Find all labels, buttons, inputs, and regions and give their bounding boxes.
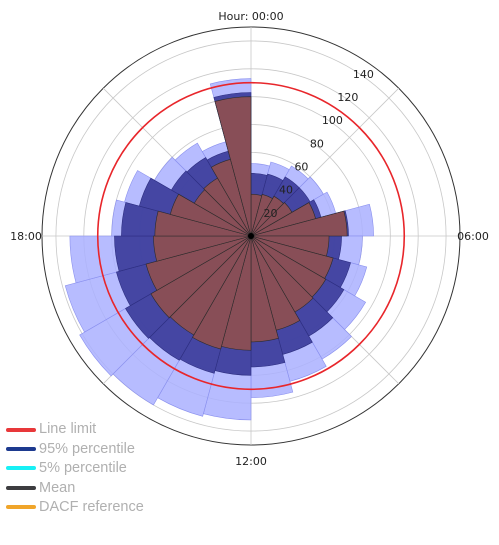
legend-item-mean: Mean [6, 478, 144, 497]
center-point [248, 233, 254, 239]
bar-mean-15 [150, 235, 252, 319]
r-tick-label-40: 40 [279, 184, 293, 197]
bar-mean-17 [153, 235, 252, 262]
r-tick-label-20: 20 [263, 207, 277, 220]
legend-swatch [6, 485, 36, 490]
r-tick-label-80: 80 [310, 137, 324, 150]
bar-mean-19 [169, 193, 252, 237]
angle-label-top: Hour: 00:00 [218, 10, 283, 23]
legend-swatch [6, 447, 36, 452]
legend-label: DACF reference [39, 499, 144, 515]
bar-mean-23 [214, 96, 252, 237]
angle-label-left: 18:00 [10, 230, 42, 243]
bar-mean-13 [192, 235, 252, 350]
angle-label-right: 06:00 [457, 230, 489, 243]
line-limit-circle [96, 81, 406, 391]
legend-label: Mean [39, 479, 76, 496]
bar-mean-05 [250, 210, 348, 237]
legend-swatch [6, 427, 36, 432]
series-mean-bars [145, 96, 348, 351]
r-tick-label-140: 140 [353, 68, 374, 81]
legend-label: 95% percentile [39, 440, 135, 457]
r-tick-label-120: 120 [337, 91, 358, 104]
legend-item-5-percentile: 5% percentile [6, 459, 144, 478]
legend-item-line-limit: Line limit [6, 420, 144, 439]
legend-swatch [6, 505, 36, 510]
legend-label: 5% percentile [39, 460, 127, 477]
angle-label-bottom: 12:00 [235, 455, 267, 468]
legend-swatch [6, 466, 36, 471]
r-tick-label-100: 100 [322, 114, 343, 127]
legend-item-95-percentile: 95% percentile [6, 439, 144, 458]
bar-mean-16 [145, 235, 252, 291]
legend: Line limit 95% percentile 5% percentile … [6, 420, 144, 517]
legend-label: Line limit [39, 421, 97, 438]
legend-item-dacf-reference: DACF reference [6, 498, 144, 517]
r-tick-label-60: 60 [294, 160, 308, 173]
line-limit [96, 81, 406, 391]
